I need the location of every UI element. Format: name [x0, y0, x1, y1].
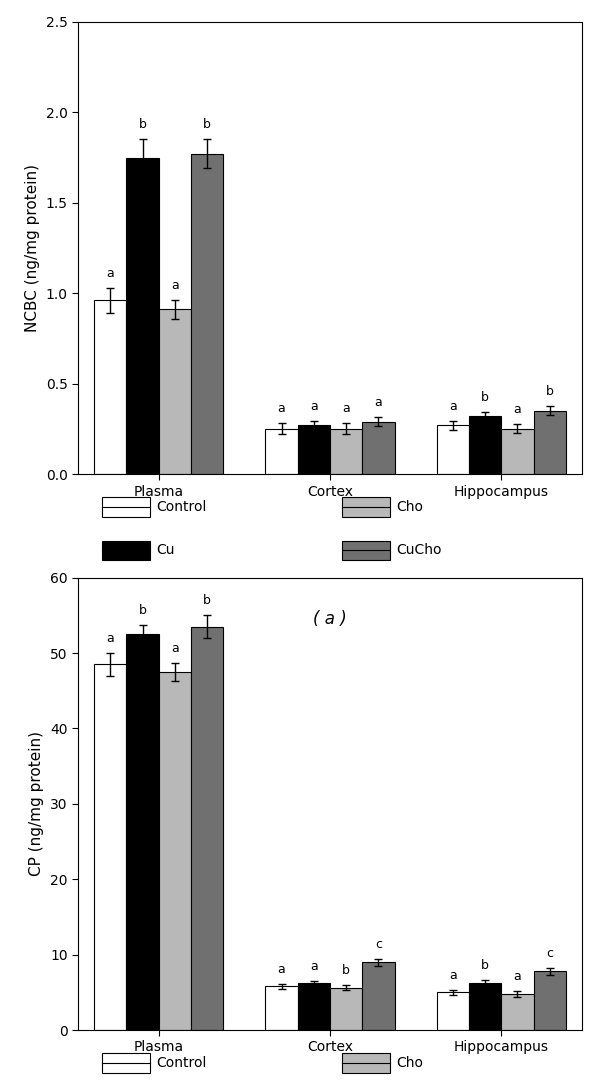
Text: b: b [481, 959, 489, 972]
Bar [469, 982, 502, 1030]
Text: a: a [106, 632, 114, 645]
Bar [298, 983, 330, 1030]
Bar [437, 992, 469, 1030]
Text: a: a [449, 969, 457, 982]
Y-axis label: NCBC (ng/mg protein): NCBC (ng/mg protein) [25, 164, 40, 332]
Bar [437, 425, 469, 474]
Text: a: a [514, 403, 521, 416]
Bar [362, 962, 395, 1030]
Bar [362, 422, 395, 474]
Text: c: c [375, 937, 382, 950]
Bar [265, 986, 298, 1030]
Text: b: b [139, 604, 146, 617]
Text: Cho: Cho [396, 500, 423, 513]
Text: c: c [546, 947, 553, 959]
Bar [127, 634, 158, 1030]
Bar [502, 429, 533, 474]
Text: a: a [278, 402, 286, 415]
Text: a: a [310, 400, 318, 413]
Bar [158, 671, 191, 1030]
Bar [94, 665, 127, 1030]
Text: a: a [278, 962, 286, 976]
Text: b: b [139, 119, 146, 131]
Bar [469, 416, 502, 474]
Text: b: b [203, 119, 211, 131]
Bar [502, 994, 533, 1030]
Text: ( a ): ( a ) [313, 610, 347, 629]
Bar [298, 425, 330, 474]
Text: a: a [514, 970, 521, 983]
Bar [265, 429, 298, 474]
Text: a: a [106, 267, 114, 280]
Text: a: a [342, 402, 350, 415]
Text: b: b [481, 390, 489, 403]
Bar [191, 154, 223, 474]
Bar [330, 988, 362, 1030]
Text: CuCho: CuCho [396, 544, 442, 557]
Text: b: b [342, 964, 350, 977]
Text: a: a [374, 396, 382, 409]
Text: a: a [171, 279, 179, 292]
Text: Control: Control [156, 1056, 206, 1069]
Text: Control: Control [156, 500, 206, 513]
Text: a: a [449, 400, 457, 413]
Bar [94, 301, 127, 474]
Bar [330, 429, 362, 474]
Y-axis label: CP (ng/mg protein): CP (ng/mg protein) [29, 731, 44, 876]
Text: Cu: Cu [156, 544, 175, 557]
Bar [191, 627, 223, 1030]
Bar [533, 411, 566, 474]
Text: b: b [203, 594, 211, 607]
Bar [533, 971, 566, 1030]
Text: b: b [546, 385, 554, 398]
Text: a: a [310, 959, 318, 972]
Bar [158, 310, 191, 474]
Text: Cho: Cho [396, 1056, 423, 1069]
Bar [127, 157, 158, 474]
Text: a: a [171, 642, 179, 655]
